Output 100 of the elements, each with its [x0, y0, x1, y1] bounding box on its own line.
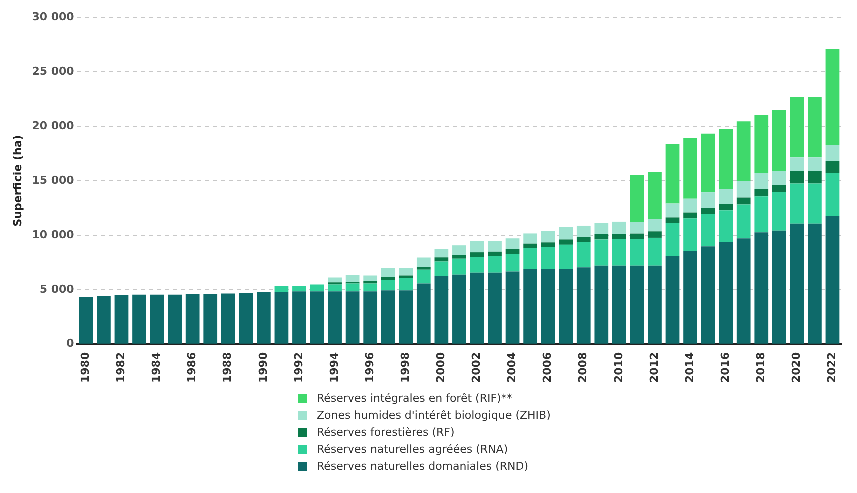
bar: [612, 234, 626, 240]
bar: [257, 292, 271, 344]
bar: [612, 266, 626, 344]
bar: [559, 244, 574, 270]
bar: [434, 250, 449, 258]
y-tick-label: 30 000: [32, 10, 75, 24]
bar: [399, 276, 414, 278]
bar: [736, 122, 751, 182]
bar: [630, 175, 644, 222]
bar: [594, 240, 609, 266]
x-tick-label: 2018: [754, 352, 768, 384]
bar: [612, 222, 626, 234]
bar: [274, 292, 289, 344]
bar: [630, 222, 644, 234]
bar: [754, 196, 769, 233]
bar: [790, 184, 804, 224]
bar: [648, 238, 662, 266]
bar: [292, 286, 306, 292]
bar: [541, 248, 556, 270]
bar: [701, 192, 716, 208]
bar: [808, 224, 822, 344]
bar: [576, 237, 591, 242]
bar: [452, 255, 466, 259]
bar: [346, 284, 360, 292]
bar: [559, 228, 574, 240]
bar: [328, 284, 342, 292]
bar: [808, 172, 822, 184]
bar: [736, 204, 751, 239]
bar: [808, 158, 822, 172]
bar: [666, 204, 680, 218]
bar: [434, 262, 449, 276]
bar: [470, 241, 484, 253]
bar: [594, 223, 609, 234]
bar: [434, 258, 449, 262]
legend-label: Zones humides d'intérêt biologique (ZHIB): [317, 409, 551, 422]
x-tick-label: 1998: [398, 352, 412, 384]
y-tick-label: 10 000: [32, 228, 75, 242]
bar: [754, 189, 769, 197]
bar: [310, 292, 324, 344]
bar: [79, 298, 94, 344]
bar: [684, 212, 698, 219]
bar: [576, 242, 591, 268]
bar: [594, 234, 609, 240]
bar: [452, 274, 466, 344]
y-axis-title: Superficie (ha): [11, 135, 24, 227]
bar: [364, 292, 378, 344]
bar: [488, 272, 502, 344]
bar: [808, 184, 822, 224]
bar: [470, 272, 484, 344]
bar: [826, 173, 840, 216]
bar: [719, 189, 734, 204]
bar: [684, 138, 698, 199]
bar: [701, 246, 716, 344]
y-tick-label: 15 000: [32, 174, 75, 187]
bar: [506, 238, 520, 250]
bar: [754, 173, 769, 190]
x-tick-label: 2022: [826, 352, 839, 384]
bar: [666, 218, 680, 224]
bar: [684, 251, 698, 344]
bar: [541, 242, 556, 248]
bar: [736, 181, 751, 198]
bar: [701, 208, 716, 215]
x-tick-label: 1984: [150, 352, 164, 384]
bar: [434, 276, 449, 344]
bar: [594, 266, 609, 344]
bar: [150, 294, 164, 344]
bar: [701, 134, 716, 193]
bar: [416, 284, 431, 344]
bar: [346, 292, 360, 344]
bar: [381, 290, 396, 344]
bar: [772, 185, 786, 192]
bar: [808, 97, 822, 158]
y-tick-label: 25 000: [32, 64, 75, 78]
x-tick-label: 2002: [470, 352, 484, 384]
x-tick-label: 2014: [683, 352, 696, 384]
bar: [684, 198, 698, 213]
bar: [772, 110, 786, 172]
bar: [292, 292, 306, 344]
bar: [328, 278, 342, 283]
bar: [826, 161, 840, 174]
bar: [719, 210, 734, 242]
bar: [204, 294, 218, 344]
bar: [826, 145, 840, 162]
bar: [399, 268, 414, 276]
x-tick-label: 1986: [186, 352, 199, 384]
bar: [648, 232, 662, 238]
bar: [772, 230, 786, 344]
bar: [399, 290, 414, 344]
bar: [381, 280, 396, 291]
x-tick-label: 2004: [506, 352, 519, 384]
bar: [790, 158, 804, 172]
bar: [524, 269, 538, 344]
bar: [630, 266, 644, 344]
bar: [506, 249, 520, 254]
bar: [648, 172, 662, 220]
bar: [790, 97, 804, 158]
legend-label: Réserves naturelles agréées (RNA): [317, 443, 508, 456]
y-tick-label: 5 000: [40, 282, 75, 296]
bar: [826, 50, 840, 146]
bar: [630, 239, 644, 266]
